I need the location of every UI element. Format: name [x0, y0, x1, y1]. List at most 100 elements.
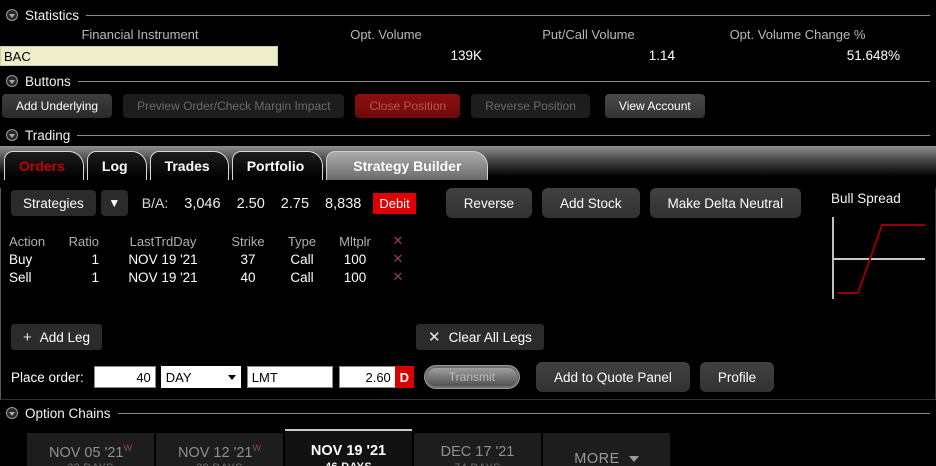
collapse-triangle-icon[interactable] — [6, 129, 18, 141]
leg-row: Sell 1 NOV 19 '21 40 Call 100 ✕ — [9, 268, 421, 286]
leg-type: Call — [290, 251, 314, 267]
leg-ratio: 1 — [91, 269, 99, 285]
expiry-date: DEC 17 '21 — [440, 443, 515, 460]
x-icon: ✕ — [428, 329, 441, 346]
expiry-date: NOV 05 '21 — [48, 444, 124, 461]
tab-strategy-builder[interactable]: Strategy Builder — [326, 151, 489, 180]
transmit-button[interactable]: Transmit — [423, 365, 521, 389]
place-order-label: Place order: — [11, 369, 84, 385]
legs-table-header: Action Ratio LastTrdDay Strike Type Mltp… — [9, 232, 421, 250]
clear-all-legs-label: Clear All Legs — [448, 329, 532, 345]
bull-spread-payoff-chart — [832, 217, 925, 299]
leg-mltplr: 100 — [343, 251, 367, 267]
strategy-builder-panel: Strategies ▼ B/A: 3,046 2.50 2.75 8,838 … — [0, 188, 936, 400]
leg-strike: 37 — [240, 251, 256, 267]
quantity-input[interactable] — [93, 366, 156, 388]
strategy-payoff-box: Bull Spread — [829, 191, 927, 306]
more-label: MORE — [574, 450, 620, 466]
clear-all-legs-button[interactable]: ✕ Clear All Legs — [416, 324, 544, 350]
days-to-expiry: 39 DAYS — [196, 462, 243, 466]
bid-size-value: 3,046 — [184, 195, 221, 212]
section-rule — [117, 413, 930, 414]
tab-portfolio[interactable]: Portfolio — [231, 151, 324, 180]
financial-instrument-input[interactable] — [0, 46, 278, 66]
remove-leg-x-icon[interactable]: ✕ — [392, 251, 404, 266]
buttons-row: Add Underlying Preview Order/Check Margi… — [2, 94, 936, 118]
trading-tab-bar: Orders Log Trades Portfolio Strategy Bui… — [0, 146, 936, 180]
remove-all-x-icon[interactable]: ✕ — [392, 233, 404, 248]
leg-ratio: 1 — [91, 251, 99, 267]
reverse-position-button[interactable]: Reverse Position — [471, 94, 590, 118]
option-chains-header: Option Chains — [0, 404, 936, 422]
ask-size-value: 8,838 — [325, 195, 362, 212]
section-title: Trading — [25, 127, 71, 143]
order-bar: Place order: DAY D Transmit Add to Quote… — [11, 362, 935, 392]
add-stock-button[interactable]: Add Stock — [541, 188, 640, 218]
statistics-column-headers: Financial Instrument Opt. Volume Put/Cal… — [0, 26, 936, 44]
collapse-triangle-icon[interactable] — [6, 75, 18, 87]
ask-price-value: 2.75 — [280, 195, 310, 212]
col-header-financial-instrument: Financial Instrument — [81, 27, 199, 42]
legs-table: Action Ratio LastTrdDay Strike Type Mltp… — [9, 232, 421, 286]
weekly-flag: W — [123, 442, 133, 453]
preview-order-button[interactable]: Preview Order/Check Margin Impact — [123, 94, 345, 118]
legs-col-strike: Strike — [231, 233, 265, 249]
leg-action: Sell — [9, 269, 32, 285]
chevron-down-icon — [628, 455, 639, 462]
profile-button[interactable]: Profile — [699, 362, 775, 392]
make-delta-neutral-button[interactable]: Make Delta Neutral — [649, 188, 802, 218]
section-rule — [77, 135, 930, 136]
collapse-triangle-icon[interactable] — [6, 9, 18, 21]
tif-value: DAY — [165, 369, 192, 385]
expiry-tab-nov12[interactable]: NOV 12 '21W 39 DAYS — [156, 433, 283, 466]
buttons-section: Buttons Add Underlying Preview Order/Che… — [0, 72, 936, 118]
days-to-expiry: 74 DAYS — [454, 462, 501, 466]
buttons-header: Buttons — [0, 72, 936, 90]
expiry-tab-dec17[interactable]: DEC 17 '21 74 DAYS — [414, 433, 541, 466]
statistics-section: Statistics Financial Instrument Opt. Vol… — [0, 6, 936, 66]
remove-leg-x-icon[interactable]: ✕ — [392, 269, 404, 284]
expiry-tab-nov19[interactable]: NOV 19 '21 46 DAYS — [285, 429, 412, 466]
legs-col-type: Type — [287, 233, 317, 249]
tab-trades[interactable]: Trades — [149, 151, 229, 180]
legs-col-lasttrdday: LastTrdDay — [129, 233, 197, 249]
tab-orders[interactable]: Orders — [4, 151, 84, 180]
debit-badge: Debit — [373, 192, 416, 214]
reverse-button[interactable]: Reverse — [445, 188, 532, 218]
order-type-input[interactable] — [246, 366, 333, 388]
section-rule — [77, 81, 930, 82]
tab-log[interactable]: Log — [86, 151, 147, 180]
ba-label: B/A: — [141, 194, 169, 211]
plus-icon: + — [23, 328, 32, 346]
expiry-tab-more[interactable]: MORE — [543, 433, 670, 466]
strategies-dropdown-icon[interactable]: ▼ — [100, 190, 128, 216]
put-call-volume-value: 1.14 — [648, 48, 675, 63]
close-position-button[interactable]: Close Position — [355, 94, 461, 118]
section-rule — [86, 15, 930, 16]
legs-col-mltplr: Mltplr — [339, 233, 371, 249]
limit-price-input[interactable] — [338, 366, 395, 388]
leg-actions-row: + Add Leg ✕ Clear All Legs — [1, 324, 935, 350]
add-to-quote-panel-button[interactable]: Add to Quote Panel — [536, 362, 690, 392]
time-in-force-select[interactable]: DAY — [160, 366, 241, 388]
statistics-values: 139K 1.14 51.648% — [0, 46, 936, 66]
col-header-opt-volume: Opt. Volume — [350, 27, 422, 42]
option-chains-section: Option Chains NOV 05 '21W 32 DAYS NOV 12… — [0, 404, 936, 466]
expiry-tab-nov05[interactable]: NOV 05 '21W 32 DAYS — [27, 433, 154, 466]
price-d-badge[interactable]: D — [394, 366, 414, 388]
leg-type: Call — [290, 269, 314, 285]
chevron-down-icon — [227, 374, 236, 380]
days-to-expiry: 46 DAYS — [325, 461, 372, 466]
leg-lasttrdday: NOV 19 '21 — [128, 251, 198, 267]
add-underlying-button[interactable]: Add Underlying — [2, 94, 113, 118]
expiry-date: NOV 12 '21 — [177, 444, 253, 461]
expiry-date: NOV 19 '21 — [310, 442, 387, 459]
strategy-bar: Strategies ▼ B/A: 3,046 2.50 2.75 8,838 … — [11, 188, 927, 218]
add-leg-button[interactable]: + Add Leg — [11, 324, 103, 350]
collapse-triangle-icon[interactable] — [6, 407, 18, 419]
strategies-button[interactable]: Strategies — [11, 190, 96, 216]
view-account-button[interactable]: View Account — [604, 94, 705, 118]
leg-action: Buy — [9, 251, 33, 267]
trading-header: Trading — [0, 126, 936, 144]
expiry-tab-bar: NOV 05 '21W 32 DAYS NOV 12 '21W 39 DAYS … — [27, 429, 936, 466]
